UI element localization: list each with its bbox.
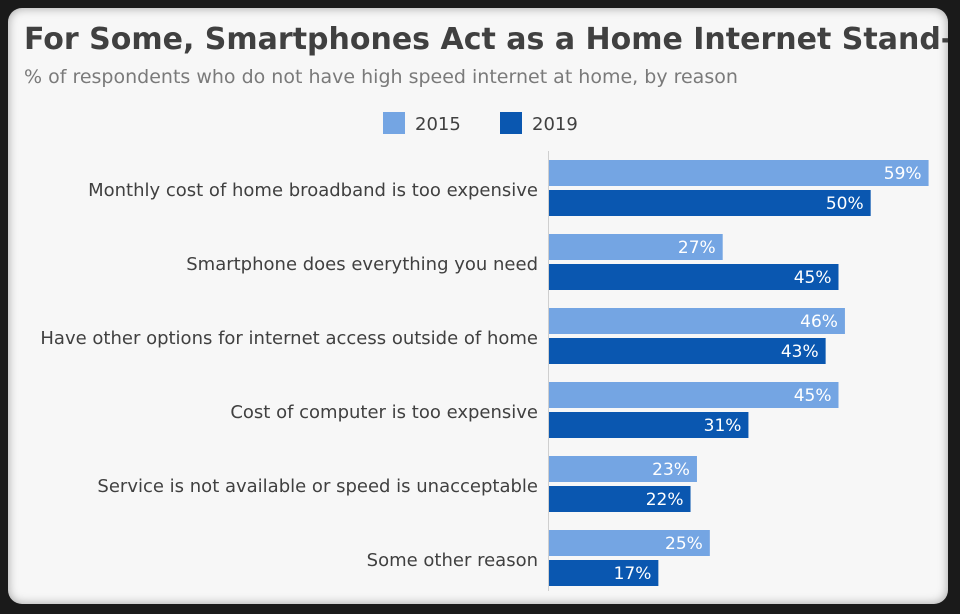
value-label-2019: 43% — [781, 342, 819, 362]
value-label-2015: 59% — [884, 164, 922, 184]
bar-2015 — [549, 234, 723, 260]
bar-2019 — [549, 560, 659, 586]
value-label-2019: 31% — [704, 416, 742, 436]
value-label-2015: 25% — [665, 534, 703, 554]
category-label: Have other options for internet access o… — [40, 328, 538, 349]
bar-2015 — [549, 382, 839, 408]
bar-2015 — [549, 456, 697, 482]
category-label: Some other reason — [367, 550, 538, 571]
bar-2019 — [549, 190, 871, 216]
value-label-2019: 45% — [794, 268, 832, 288]
bar-2019 — [549, 338, 826, 364]
legend-swatch-2019 — [500, 112, 522, 134]
value-label-2019: 17% — [614, 564, 652, 584]
value-label-2015: 45% — [794, 386, 832, 406]
value-label-2015: 46% — [800, 312, 838, 332]
value-label-2015: 23% — [652, 460, 690, 480]
bar-2019 — [549, 486, 691, 512]
value-label-2019: 50% — [826, 194, 864, 214]
category-label: Service is not available or speed is una… — [97, 476, 538, 497]
chart-legend: 2015 2019 — [383, 112, 578, 135]
value-labels: 59% 50% 27% 45% 46% 43% 45% 31% 23% 22% 25% 17% — [614, 164, 922, 584]
value-label-2015: 27% — [678, 238, 716, 258]
category-labels: Monthly cost of home broadband is too ex… — [40, 180, 538, 571]
bar-2015 — [549, 530, 710, 556]
chart-title: For Some, Smartphones Act as a Home Inte… — [24, 22, 948, 57]
chart-subtitle: % of respondents who do not have high sp… — [24, 66, 738, 88]
bars — [549, 160, 929, 586]
legend-swatch-2015 — [383, 112, 405, 134]
category-label: Monthly cost of home broadband is too ex… — [88, 180, 538, 201]
legend-label-2015: 2015 — [415, 114, 461, 135]
legend-label-2019: 2019 — [532, 114, 578, 135]
value-label-2019: 22% — [646, 490, 684, 510]
chart-card: For Some, Smartphones Act as a Home Inte… — [8, 8, 948, 604]
bar-2019 — [549, 264, 839, 290]
bar-chart: 2015 2019 Monthly cost of home broadband … — [40, 112, 929, 591]
category-label: Smartphone does everything you need — [186, 254, 538, 275]
bar-2015 — [549, 308, 845, 334]
category-label: Cost of computer is too expensive — [230, 402, 538, 423]
bar-2015 — [549, 160, 929, 186]
bar-2019 — [549, 412, 749, 438]
